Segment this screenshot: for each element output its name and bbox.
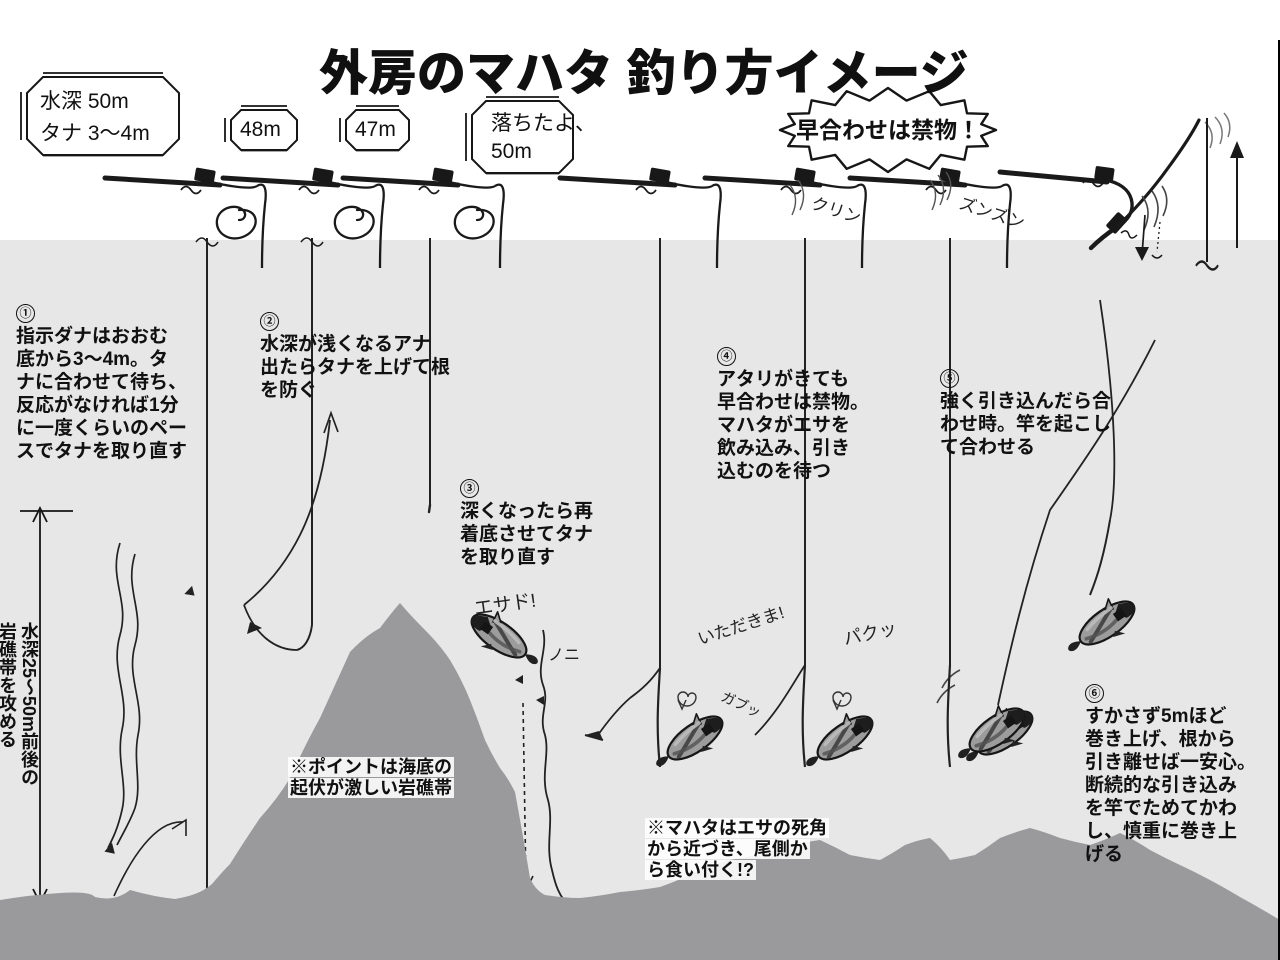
svg-text:ガブッ: ガブッ [719, 688, 764, 720]
svg-text:47m: 47m [355, 118, 396, 141]
svg-text:水深 50m: 水深 50m [40, 90, 129, 113]
svg-text:早合わせは禁物！: 早合わせは禁物！ [796, 117, 980, 143]
svg-text:落ちたよ、: 落ちたよ、 [491, 112, 596, 135]
svg-text:クリン: クリン [809, 194, 863, 228]
svg-text:タナ 3～4m: タナ 3～4m [40, 122, 150, 145]
svg-text:50m: 50m [491, 140, 532, 163]
svg-text:ノニ: ノニ [548, 647, 580, 664]
svg-text:ズンズン: ズンズン [957, 194, 1027, 233]
svg-text:いただきま!: いただきま! [695, 603, 786, 649]
svg-text:48m: 48m [240, 118, 281, 141]
svg-text:パクッ: パクッ [842, 618, 899, 649]
